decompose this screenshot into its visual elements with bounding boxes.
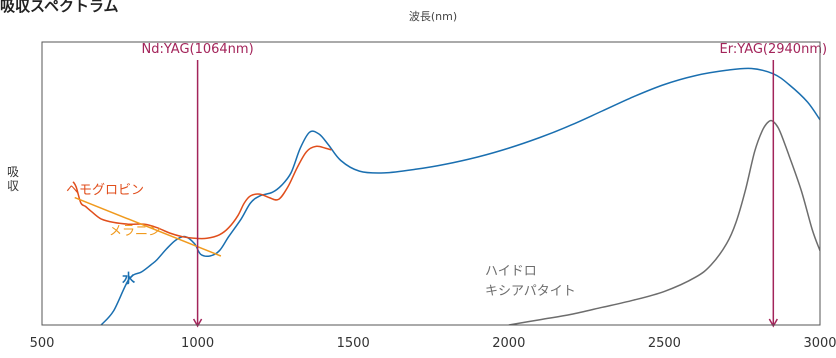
- annotation-label-nd-yag: Nd:YAG(1064nm): [142, 42, 254, 57]
- series-line-hydroxyapatite: [508, 119, 820, 325]
- series-label-hemoglobin: ヘモグロビン: [66, 183, 144, 198]
- x-tick-label: 1500: [337, 336, 370, 351]
- x-tick-label: 3000: [803, 336, 836, 351]
- x-tick-label: 2000: [492, 336, 525, 351]
- series-line-melanin: [74, 196, 222, 257]
- y-axis-label: 吸収: [7, 165, 19, 193]
- x-axis-label: 波長(nm): [409, 10, 457, 23]
- plot-frame: [41, 41, 821, 326]
- chart-title: 吸収スペクトラム: [0, 0, 119, 15]
- x-tick-label: 1000: [181, 336, 214, 351]
- series-label-hydroxyapatite: ハイドロキシアパタイト: [485, 264, 576, 299]
- series-line-water: [100, 67, 820, 325]
- series-label-melanin: メラニン: [109, 224, 161, 239]
- x-tick-label: 2500: [648, 336, 681, 351]
- annotation-arrow-er-yag: [768, 318, 778, 328]
- series-line-hemoglobin: [72, 145, 332, 240]
- annotation-arrow-nd-yag: [192, 318, 203, 328]
- x-tick-label: 500: [30, 336, 55, 351]
- series-label-water: 水: [122, 271, 136, 287]
- annotation-label-er-yag: Er:YAG(2940nm): [720, 42, 828, 57]
